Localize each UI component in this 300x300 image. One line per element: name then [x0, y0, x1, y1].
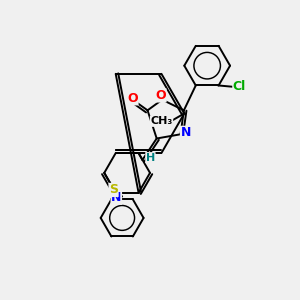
Text: H: H	[146, 153, 155, 163]
Text: N: N	[181, 126, 191, 140]
Text: Cl: Cl	[233, 80, 246, 93]
Text: O: O	[155, 89, 166, 102]
Text: O: O	[128, 92, 138, 105]
Text: S: S	[109, 183, 118, 196]
Text: N: N	[111, 191, 122, 204]
Text: CH₃: CH₃	[150, 116, 173, 126]
